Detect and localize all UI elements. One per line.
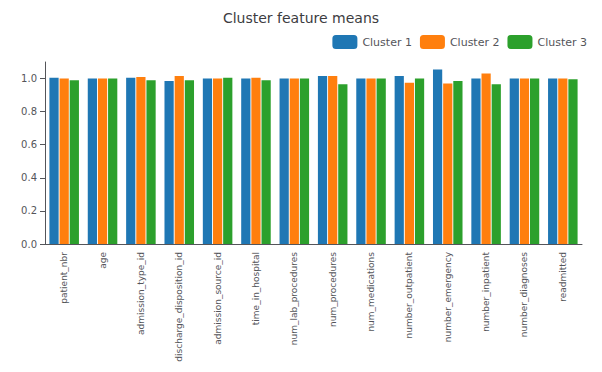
svg-text:Cluster 2: Cluster 2 <box>450 36 500 49</box>
svg-text:Cluster feature means: Cluster feature means <box>223 10 379 26</box>
svg-text:0.4: 0.4 <box>21 172 37 183</box>
svg-text:num_procedures: num_procedures <box>328 252 338 327</box>
svg-text:num_lab_procedures: num_lab_procedures <box>289 252 299 346</box>
svg-text:0.6: 0.6 <box>21 139 37 150</box>
svg-text:Cluster 3: Cluster 3 <box>537 36 587 49</box>
svg-text:discharge_disposition_id: discharge_disposition_id <box>174 252 184 362</box>
svg-text:admission_source_id: admission_source_id <box>213 252 223 345</box>
svg-text:1.0: 1.0 <box>21 73 37 84</box>
svg-text:readmitted: readmitted <box>558 252 568 302</box>
svg-text:0.2: 0.2 <box>21 205 37 216</box>
svg-text:0.0: 0.0 <box>21 239 37 250</box>
svg-text:number_outpatient: number_outpatient <box>404 252 414 339</box>
svg-text:number_emergency: number_emergency <box>443 251 453 342</box>
svg-text:num_medications: num_medications <box>366 252 376 332</box>
svg-text:number_inpatient: number_inpatient <box>481 252 491 332</box>
svg-text:Cluster 1: Cluster 1 <box>362 36 412 49</box>
svg-text:number_diagnoses: number_diagnoses <box>519 252 529 338</box>
svg-text:admission_type_id: admission_type_id <box>136 252 146 335</box>
svg-text:0.8: 0.8 <box>21 106 37 117</box>
svg-text:time_in_hospital: time_in_hospital <box>251 252 261 325</box>
svg-text:age: age <box>98 252 108 269</box>
svg-text:patient_nbr: patient_nbr <box>59 252 69 304</box>
